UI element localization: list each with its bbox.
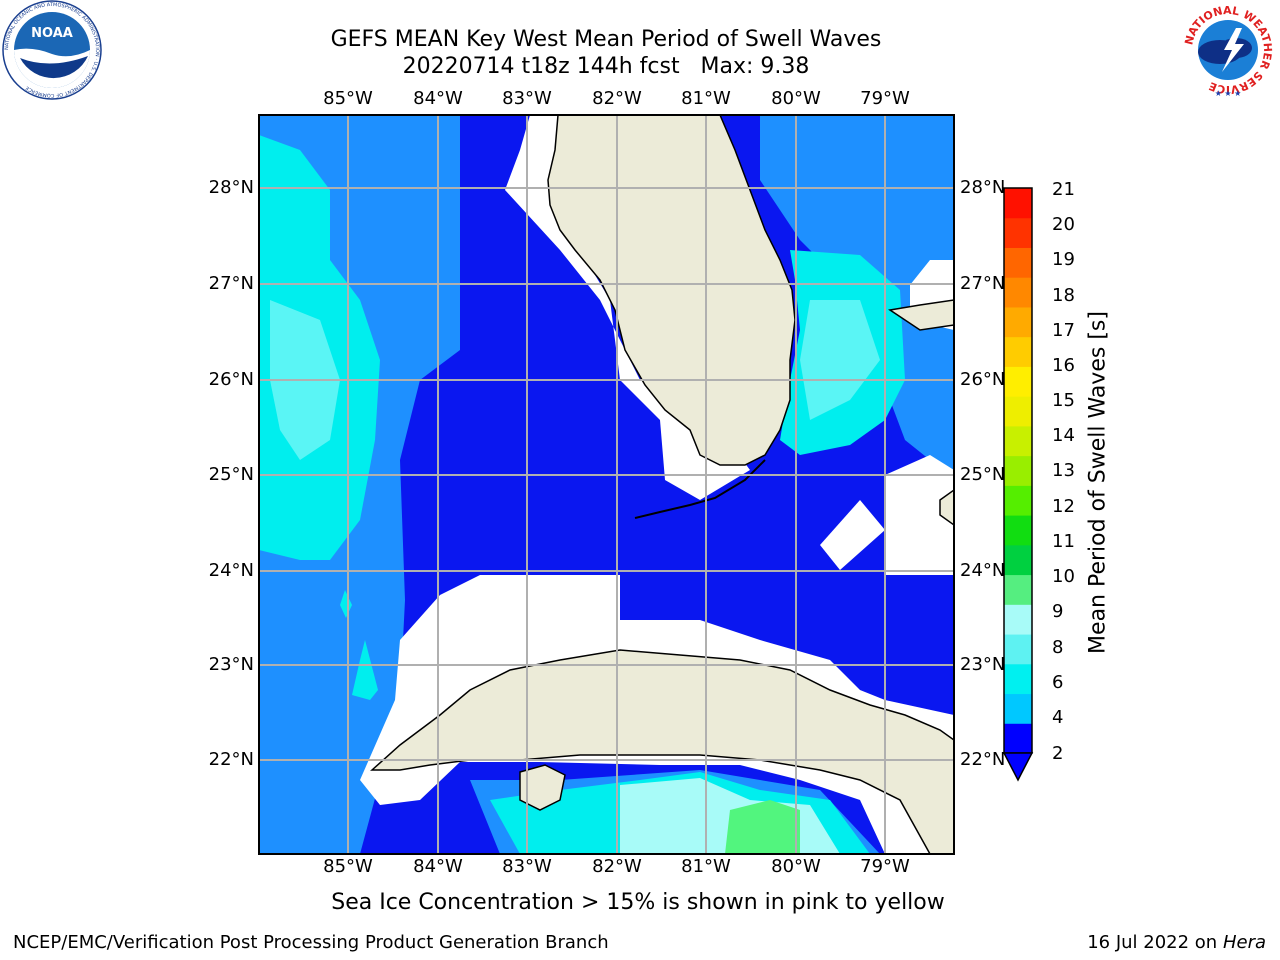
florida-keys [634,459,766,519]
colorbar-tick: 16 [1052,355,1075,376]
colorbar-segment [1004,247,1032,278]
map-frame [258,114,955,855]
lon-label-top: 85°W [323,88,373,109]
land-isle-of-youth [519,764,566,811]
land-bahamas [888,299,954,331]
lat-label-right: 24°N [960,560,1006,581]
lon-label-top: 84°W [413,88,463,109]
colorbar-tick: 13 [1052,460,1075,481]
colorbar-segment [1004,188,1032,219]
colorbar-tick: 19 [1052,249,1075,270]
colorbar-segment [1004,604,1032,635]
colorbar-segment [1004,455,1032,486]
colorbar-tick: 17 [1052,320,1075,341]
colorbar-tick: 20 [1052,214,1075,235]
graticule [259,115,954,854]
lon-label-bottom: 82°W [592,856,642,877]
colorbar-tick: 12 [1052,496,1075,517]
lat-label-right: 22°N [960,749,1006,770]
footer-host: Hera [1222,932,1266,953]
colorbar-tick: 8 [1052,637,1064,658]
chart-title: GEFS MEAN Key West Mean Period of Swell … [330,27,882,52]
colorbar-tick: 4 [1052,707,1064,728]
lat-label-right: 23°N [960,654,1006,675]
nws-logo: NATIONAL WEATHER SERVICE ★ ★ ★ [1180,2,1276,98]
colorbar-extend-arrow [1002,752,1034,782]
lon-label-top: 82°W [592,88,642,109]
lon-label-top: 83°W [502,88,552,109]
lon-label-top: 80°W [771,88,821,109]
colorbar-tick: 21 [1052,179,1075,200]
footer-branch: NCEP/EMC/Verification Post Processing Pr… [13,932,609,953]
colorbar-tick: 15 [1052,390,1075,411]
colorbar-segment [1004,663,1032,695]
lon-label-top: 81°W [681,88,731,109]
sea-ice-note: Sea Ice Concentration > 15% is shown in … [331,890,945,915]
contour-8-9-east [800,300,880,420]
lat-label-left: 27°N [208,273,254,294]
contour-6-8-west-small2 [352,640,378,700]
nodata-keys [820,500,885,570]
colorbar-tick: 18 [1052,285,1075,306]
lat-label-right: 25°N [960,464,1006,485]
colorbar [1004,188,1032,754]
colorbar-segment [1004,634,1032,665]
lat-label-right: 27°N [960,273,1006,294]
lat-label-left: 28°N [208,177,254,198]
lat-label-left: 24°N [208,560,254,581]
lon-label-bottom: 84°W [413,856,463,877]
colorbar-segment [1004,366,1032,397]
contour-9-10 [725,800,800,854]
lat-label-left: 25°N [208,464,254,485]
colorbar-segment [1004,693,1032,724]
colorbar-tick: 10 [1052,566,1075,587]
colorbar-segment [1004,515,1032,546]
colorbar-segment [1004,723,1032,754]
chart-subtitle: 20220714 t18z 144h fcst Max: 9.38 [402,54,810,79]
colorbar-segment [1004,306,1032,338]
colorbar-segment [1004,396,1032,427]
lat-label-left: 22°N [208,749,254,770]
lon-label-bottom: 81°W [681,856,731,877]
colorbar-tick: 6 [1052,672,1064,693]
lon-label-bottom: 85°W [323,856,373,877]
lon-label-bottom: 83°W [502,856,552,877]
colorbar-segment [1004,277,1032,308]
lon-label-bottom: 79°W [860,856,910,877]
land-cuba [370,649,954,854]
colorbar-tick: 11 [1052,531,1075,552]
colorbar-title: Mean Period of Swell Waves [s] [1085,311,1111,654]
noaa-logo-text: NOAA [31,26,73,41]
colorbar-segment [1004,336,1032,367]
land-florida [547,115,796,466]
svg-text:★ ★ ★: ★ ★ ★ [1215,89,1242,98]
lat-label-right: 26°N [960,369,1006,390]
land-andros [939,489,954,526]
lon-label-top: 79°W [860,88,910,109]
lat-label-left: 26°N [208,369,254,390]
noaa-logo: NOAA NATIONAL OCEANIC AND ATMOSPHERIC AD… [2,0,102,100]
colorbar-segment [1004,574,1032,605]
lon-label-bottom: 80°W [771,856,821,877]
nodata-bahamas [885,455,954,575]
footer-date: 16 Jul 2022 on Hera [1087,932,1266,953]
colorbar-segment [1004,544,1032,576]
colorbar-segment [1004,485,1032,516]
colorbar-tick: 2 [1052,743,1064,764]
colorbar-tick: 9 [1052,601,1064,622]
colorbar-tick: 14 [1052,425,1075,446]
colorbar-segment [1004,217,1032,248]
lat-label-left: 23°N [208,654,254,675]
lat-label-right: 28°N [960,177,1006,198]
colorbar-segment [1004,425,1032,457]
footer-date-text: 16 Jul 2022 on [1087,932,1218,953]
